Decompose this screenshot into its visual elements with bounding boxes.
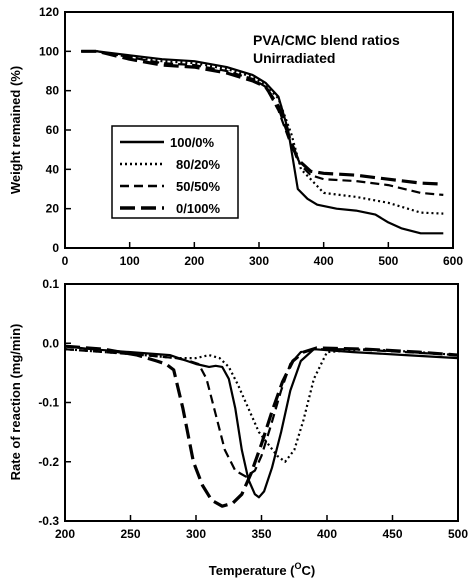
rate-y-ticks: -0.3 -0.2 -0.1 0.0 0.1 <box>38 277 71 528</box>
rate-y-tick-label: 0.0 <box>42 336 59 350</box>
weight-series <box>81 49 444 235</box>
rate-x-tick-label: 300 <box>186 527 206 541</box>
weight-x-tick-label: 100 <box>120 254 140 268</box>
weight-y-tick-label: 60 <box>46 123 60 137</box>
weight-y-tick-label: 0 <box>52 241 59 255</box>
weight-series-line-0-100 <box>81 49 444 186</box>
legend-label-100-0: 100/0% <box>170 135 215 150</box>
legend-item-50-50: 50/50% <box>120 179 221 194</box>
weight-x-tick-label: 500 <box>378 254 398 268</box>
rate-series-line-50-50 <box>65 348 458 478</box>
rate-x-tick-label: 250 <box>120 527 140 541</box>
rate-x-tick-label: 350 <box>251 527 271 541</box>
rate-series <box>65 344 458 508</box>
weight-x-tick-label: 400 <box>314 254 334 268</box>
weight-y-tick-label: 40 <box>46 162 60 176</box>
rate-y-tick-label: 0.1 <box>42 277 59 291</box>
weight-series-line-100-0 <box>81 50 444 235</box>
rate-series-line-0-100 <box>65 344 458 508</box>
rate-series-line-100-0 <box>65 345 458 499</box>
x-title-part-1: Temperature ( <box>209 563 295 578</box>
legend-label-80-20: 80/20% <box>176 157 221 172</box>
weight-y-ticks: 0 20 40 60 80 100 120 <box>39 5 71 255</box>
rate-x-tick-label: 450 <box>382 527 402 541</box>
legend-item-80-20: 80/20% <box>120 157 221 172</box>
x-title-degree: O <box>295 561 302 571</box>
rate-x-tick-label: 500 <box>448 527 468 541</box>
x-title-part-2: C) <box>302 563 316 578</box>
rate-x-axis-title: Temperature (OC) <box>209 561 315 578</box>
weight-y-tick-label: 100 <box>39 44 59 58</box>
rate-x-tick-label: 200 <box>55 527 75 541</box>
rate-x-tick-label: 400 <box>317 527 337 541</box>
rate-plot-frame <box>64 283 459 522</box>
weight-x-tick-label: 0 <box>62 254 69 268</box>
rate-x-ticks: 200 250 300 350 400 450 500 <box>55 515 468 541</box>
weight-x-tick-label: 600 <box>443 254 463 268</box>
weight-y-axis-title: Weight remained (%) <box>8 66 23 194</box>
legend-box <box>111 125 239 219</box>
weight-y-tick-label: 120 <box>39 5 59 19</box>
legend-item-100-0: 100/0% <box>120 135 215 150</box>
rate-y-axis-title: Rate of reaction (mg/min) <box>8 324 23 481</box>
rate-series-line-80-20 <box>65 348 458 463</box>
legend-label-50-50: 50/50% <box>176 179 221 194</box>
legend-label-0-100: 0/100% <box>176 201 221 216</box>
weight-y-tick-label: 80 <box>46 84 60 98</box>
weight-y-tick-label: 20 <box>46 202 60 216</box>
legend-item-0-100: 0/100% <box>120 201 221 216</box>
rate-y-tick-label: -0.2 <box>38 455 59 469</box>
weight-series-line-80-20 <box>81 50 444 215</box>
annotation-line-2: Unirradiated <box>253 50 335 66</box>
weight-x-tick-label: 300 <box>249 254 269 268</box>
rate-y-tick-label: -0.1 <box>38 396 59 410</box>
legend: 100/0% 80/20% 50/50% 0/100% <box>111 125 239 219</box>
weight-x-tick-label: 200 <box>184 254 204 268</box>
rate-chart: 200 250 300 350 400 450 500 -0.3 -0.2 -0.1 0.0 0.1… <box>8 277 468 578</box>
rate-y-tick-label: -0.3 <box>38 514 59 528</box>
annotation-line-1: PVA/CMC blend ratios <box>253 32 400 48</box>
weight-x-ticks: 0 100 200 300 400 500 600 <box>62 242 463 268</box>
weight-chart: 0 100 200 300 400 500 600 0 20 40 60 80 100 120 Weig… <box>8 5 463 268</box>
